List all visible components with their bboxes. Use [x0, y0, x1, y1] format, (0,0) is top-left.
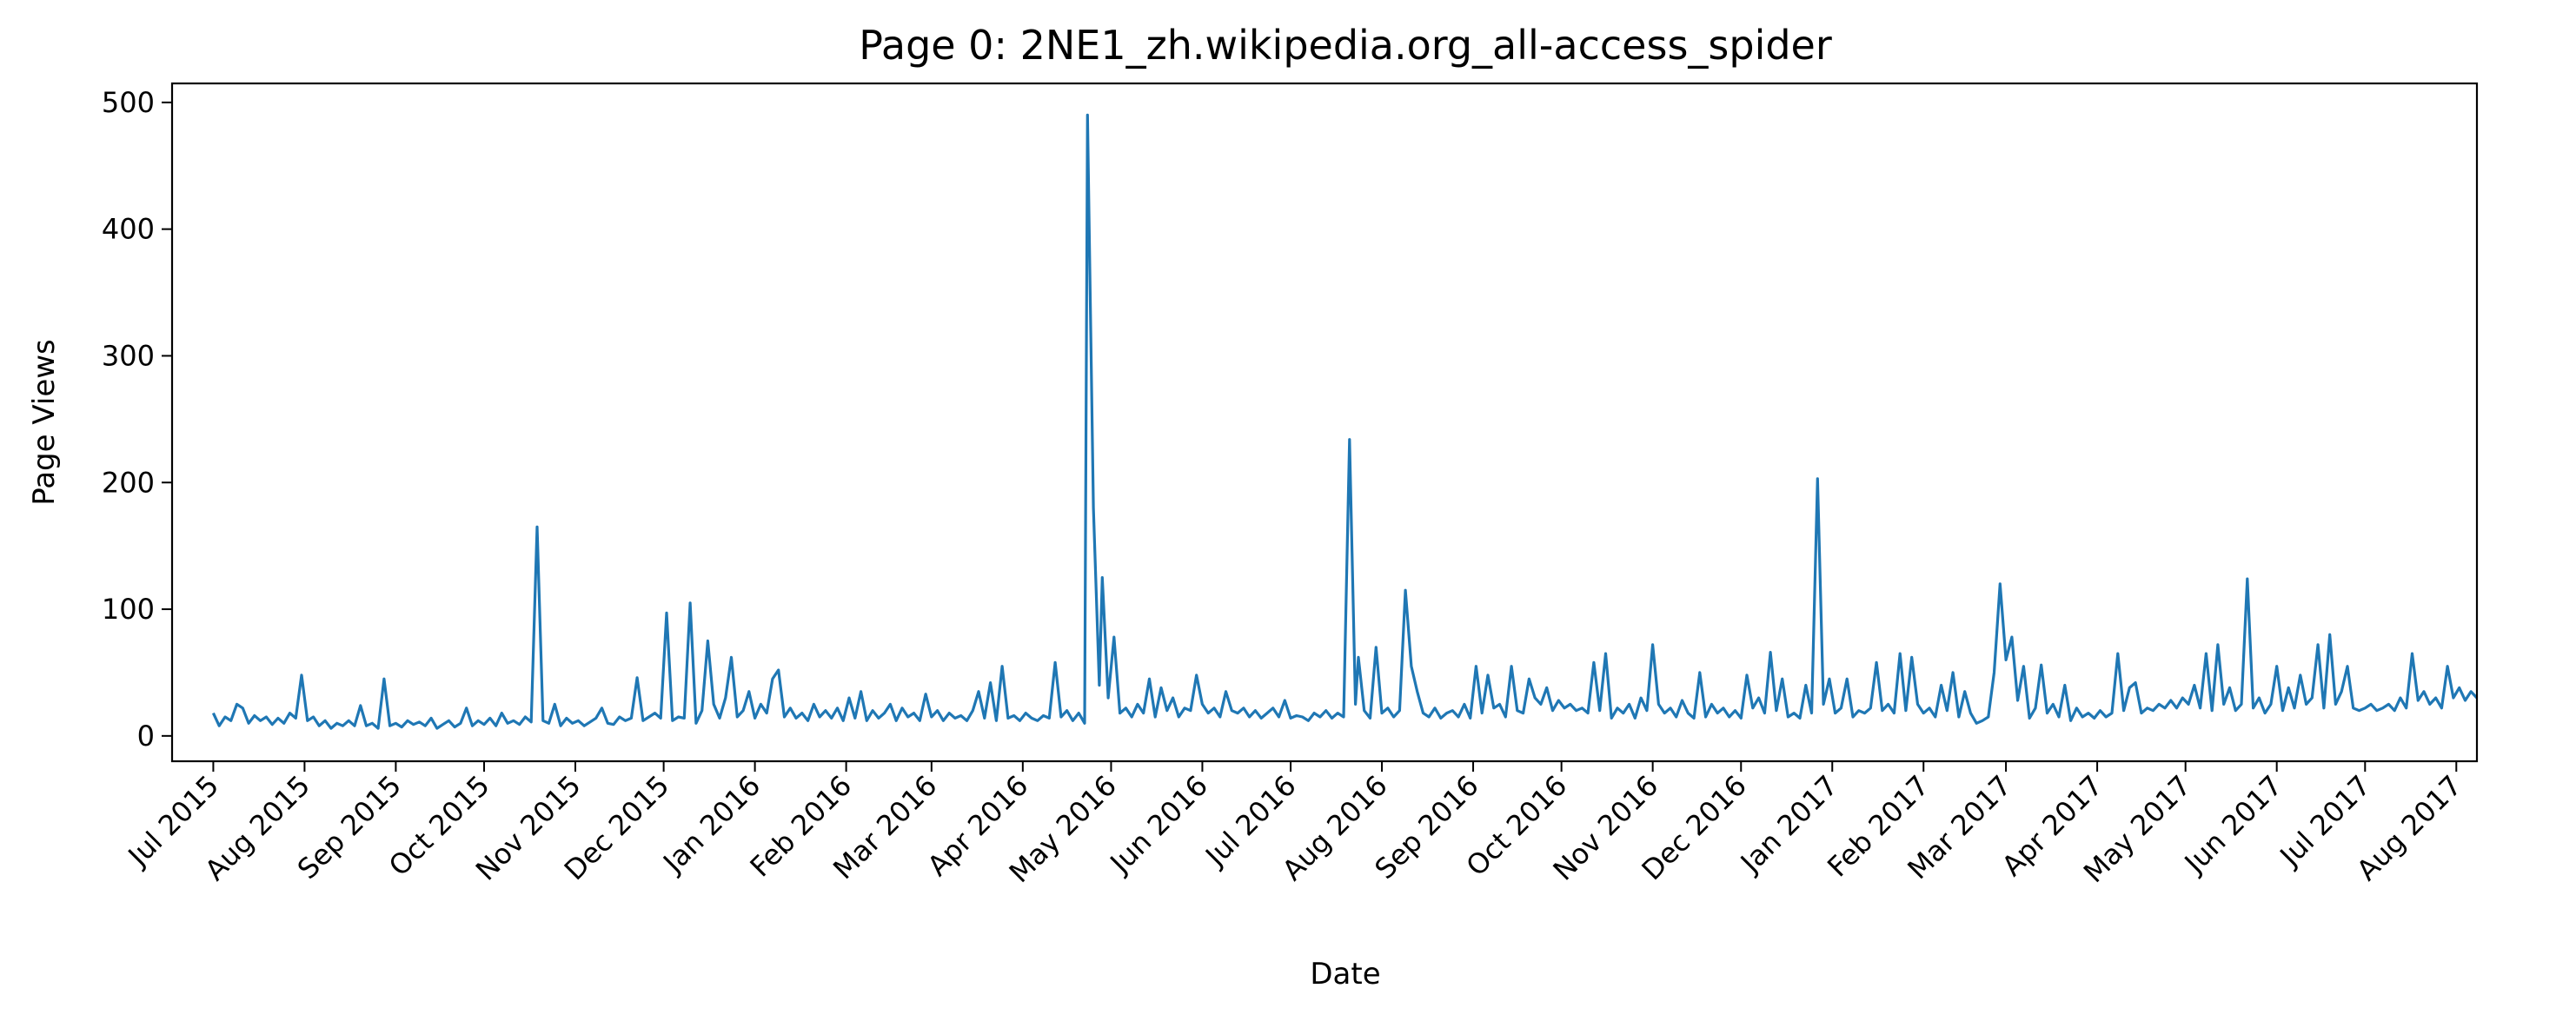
series-line [211, 113, 2479, 730]
plot-area [211, 113, 2479, 730]
y-axis: 0 100 200 300 400 500 [102, 86, 172, 753]
chart-title: Page 0: 2NE1_zh.wikipedia.org_all-access… [859, 22, 1832, 69]
x-axis-title: Date [1310, 957, 1380, 992]
y-axis-title: Page Views [27, 339, 62, 506]
y-tick-label: 400 [102, 213, 155, 246]
y-tick-label: 0 [137, 720, 155, 753]
y-tick-label: 200 [102, 466, 155, 499]
y-tick-label: 500 [102, 86, 155, 119]
y-tick-label: 300 [102, 339, 155, 372]
plot-frame [170, 82, 2479, 763]
y-tick-label: 100 [102, 593, 155, 626]
